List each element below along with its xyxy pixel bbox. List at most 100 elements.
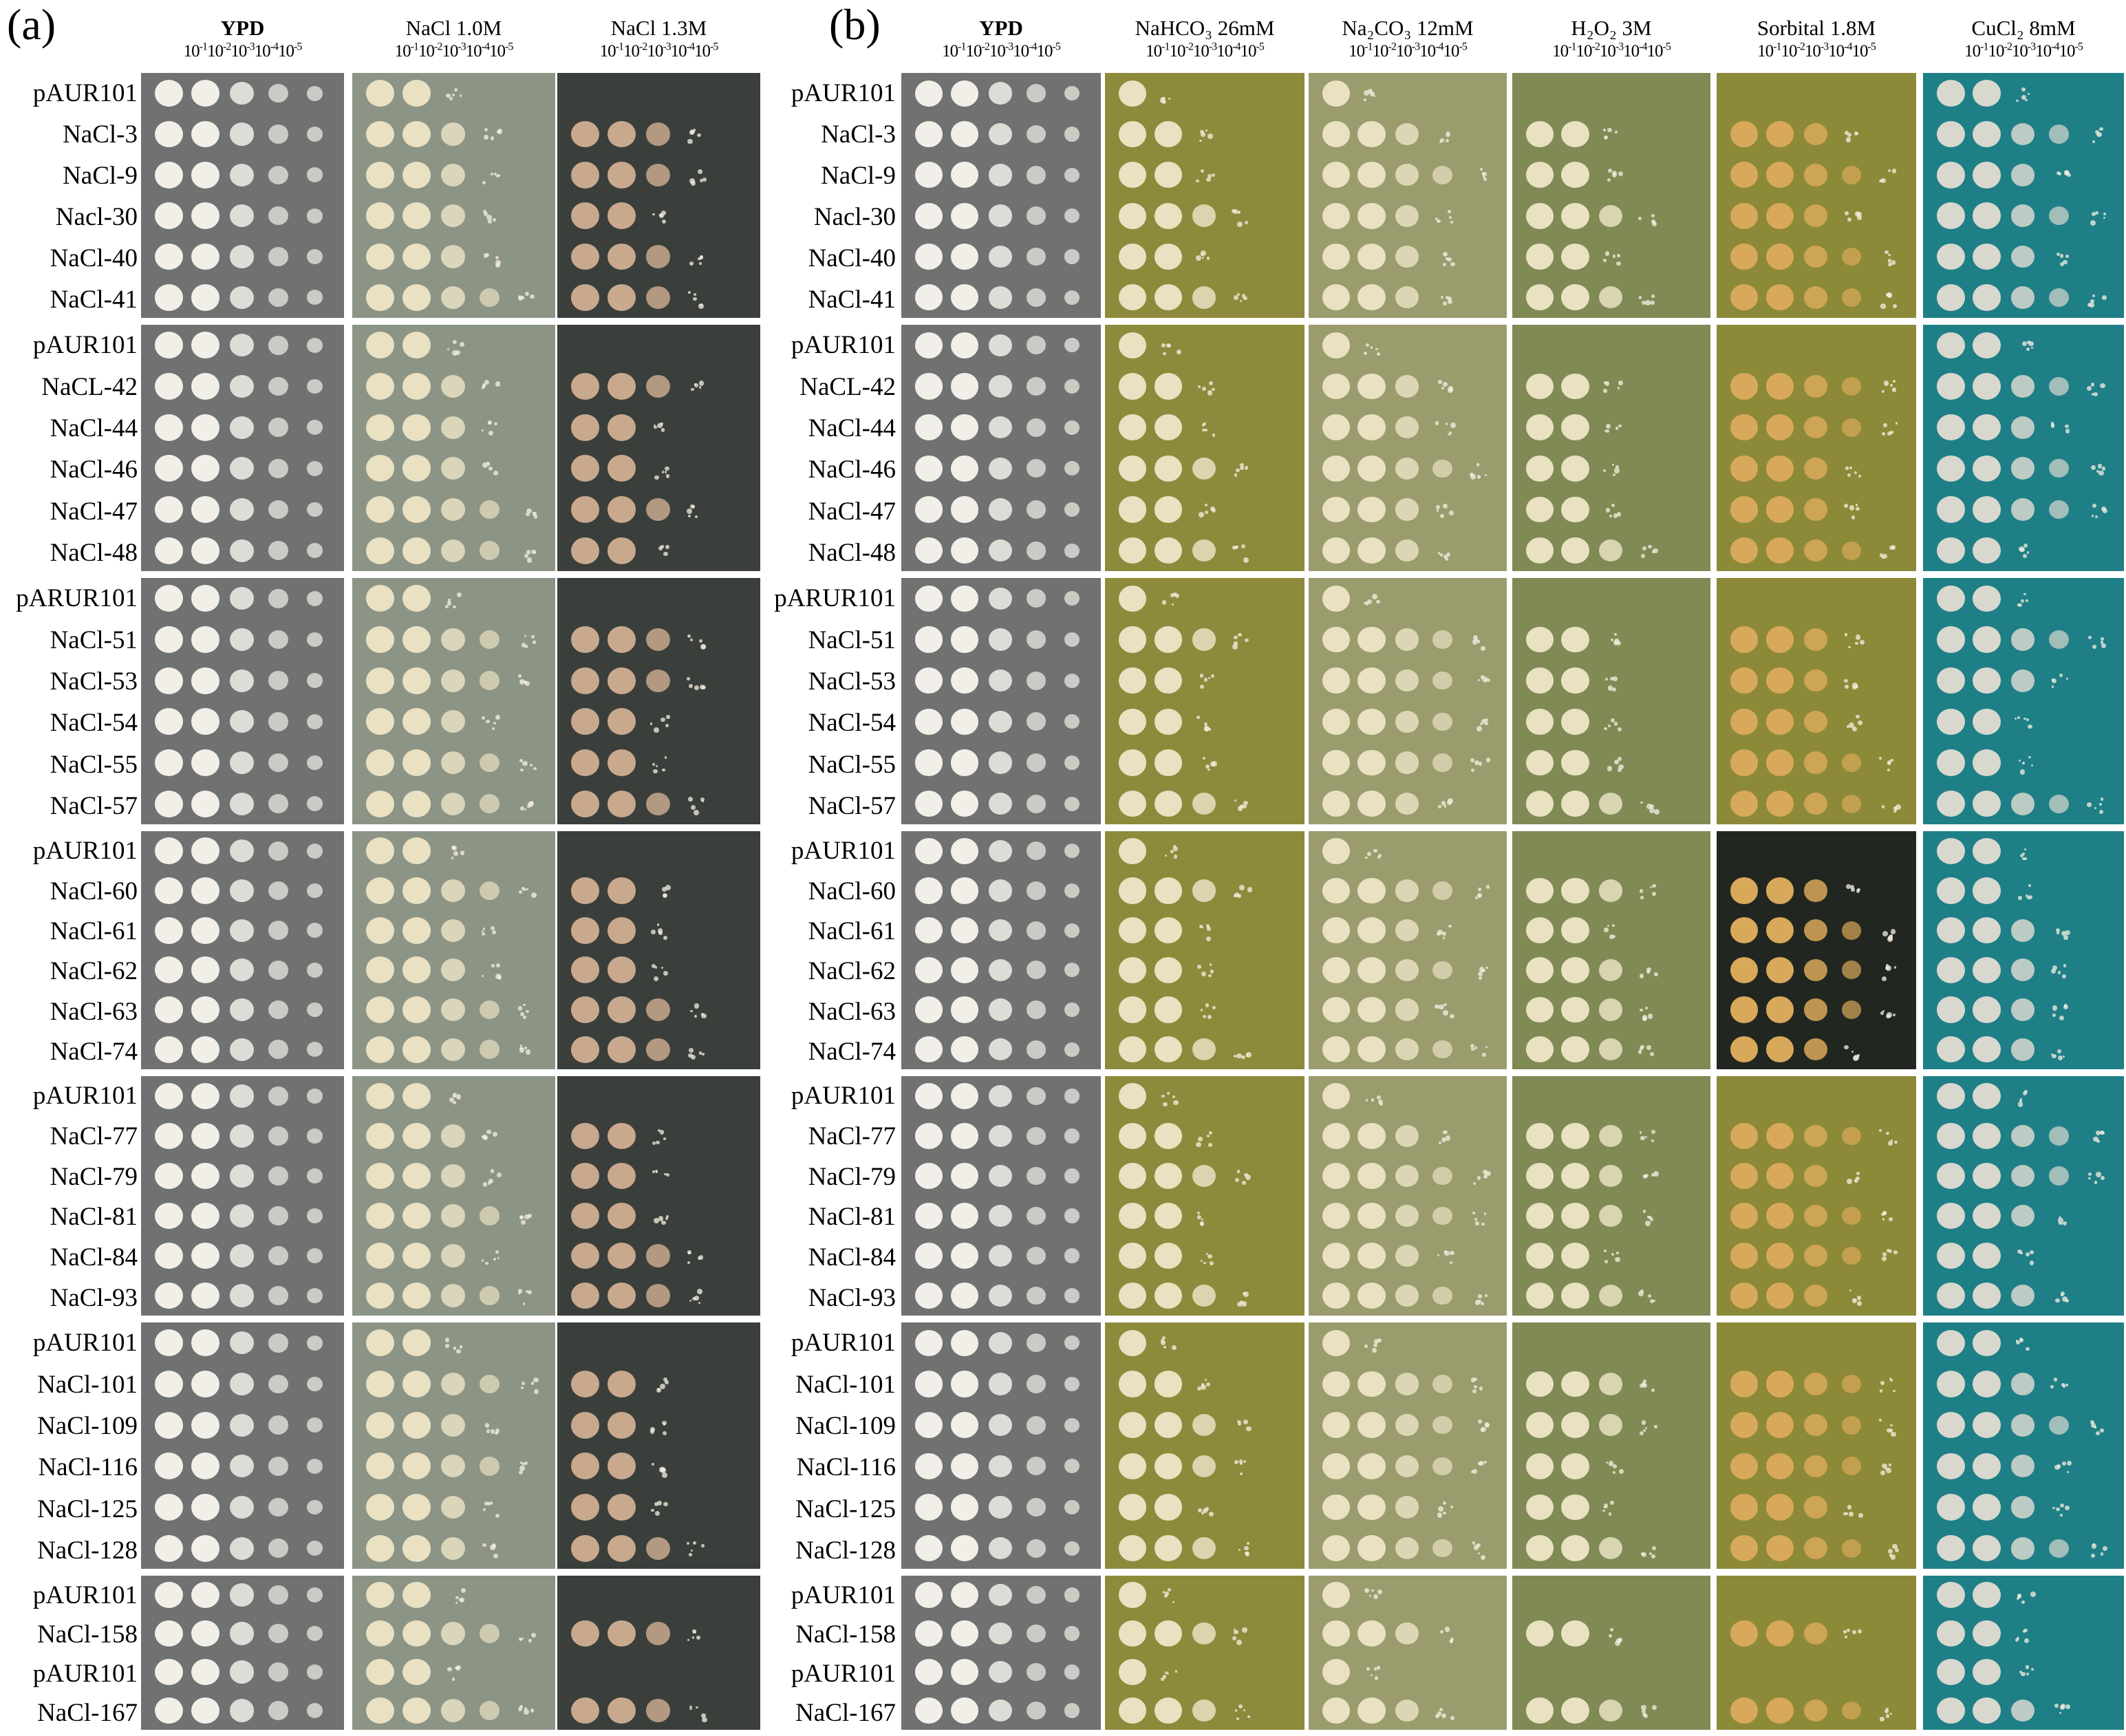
colony-speckle [1844, 1044, 1849, 1049]
colony-speckle [1651, 294, 1655, 299]
colony-speckle [1196, 180, 1199, 183]
colony-spot [306, 127, 323, 142]
colony-spot [1322, 791, 1350, 817]
colony-spot [1936, 1534, 1965, 1562]
colony-speckle [1646, 967, 1652, 972]
colony-spot [402, 585, 431, 612]
colony-spot [365, 708, 395, 736]
colony-speckle [1372, 594, 1378, 600]
colony-spot [1118, 626, 1147, 653]
colony-speckle [1481, 1052, 1487, 1058]
colony-spot [1395, 1038, 1419, 1061]
colony-speckle [1165, 854, 1168, 857]
colony-speckle [1649, 1552, 1653, 1556]
colony-speckle [1895, 1548, 1900, 1553]
colony-speckle [2026, 718, 2030, 721]
colony-spot [1803, 122, 1828, 146]
colony-spot [154, 1620, 184, 1647]
colony-spot [1064, 378, 1080, 394]
colony-spot [229, 245, 255, 268]
colony-spot [268, 1415, 289, 1435]
plate-b-h2o2 [1512, 831, 1710, 1069]
colony-speckle [518, 890, 523, 894]
colony-spot [191, 1162, 220, 1190]
colony-spot [1973, 1082, 2001, 1110]
colony-spot [1525, 284, 1554, 311]
colony-spot [440, 497, 466, 522]
colony-spot [1730, 626, 1759, 653]
dilution-base: 10 [207, 42, 224, 61]
colony-speckle [693, 129, 696, 131]
colony-speckle [453, 1095, 455, 1097]
colony-speckle [1641, 1704, 1646, 1711]
colony-spot [306, 714, 323, 729]
colony-speckle [1481, 676, 1488, 683]
colony-spot [154, 332, 184, 359]
colony-spot [479, 1000, 500, 1020]
colony-speckle [2064, 170, 2070, 175]
colony-spot [1357, 708, 1386, 735]
colony-speckle [2015, 1340, 2020, 1344]
colony-speckle [1645, 300, 1651, 306]
colony-speckle [1479, 1386, 1483, 1391]
colony-speckle [652, 1463, 655, 1466]
colony-spot [306, 1128, 323, 1144]
dilution-exponent: -5 [1867, 41, 1876, 53]
colony-spot [1973, 1202, 2001, 1230]
colony-speckle [690, 504, 695, 509]
colony-spot [645, 497, 671, 522]
colony-spot [2010, 998, 2035, 1021]
colony-speckle [1211, 674, 1214, 678]
colony-speckle [1642, 1429, 1646, 1432]
colony-spot [229, 1372, 255, 1396]
colony-spot [191, 1371, 220, 1397]
colony-speckle [1485, 1423, 1490, 1428]
colony-speckle [690, 805, 696, 811]
colony-speckle [1203, 722, 1207, 727]
plate-a-nacl_1_0 [352, 1322, 555, 1569]
colony-spot [1803, 1699, 1828, 1722]
colony-spot [1322, 1697, 1350, 1724]
colony-spot [402, 626, 431, 653]
colony-speckle [2023, 553, 2028, 559]
colony-speckle [652, 1141, 656, 1146]
colony-speckle [1205, 504, 1208, 507]
colony-speckle [525, 681, 530, 686]
colony-spot [2010, 286, 2035, 309]
colony-speckle [1612, 1471, 1615, 1475]
colony-speckle [460, 850, 465, 855]
colony-spot [191, 1036, 220, 1063]
dilution-base: 10 [2059, 42, 2075, 61]
colony-spot [1154, 537, 1183, 564]
colony-spot [988, 628, 1013, 651]
colony-speckle [1445, 557, 1449, 561]
dilution-exponent: -2 [1185, 41, 1194, 53]
colony-spot [1561, 496, 1589, 523]
colony-speckle [1651, 1139, 1655, 1142]
colony-spot [1765, 996, 1794, 1023]
colony-spot [191, 917, 220, 944]
colony-speckle [1173, 1100, 1179, 1106]
colony-speckle [1245, 1551, 1249, 1556]
plate-b-ypd [901, 73, 1101, 318]
colony-speckle [1607, 127, 1612, 133]
colony-speckle [2020, 599, 2024, 603]
colony-spot [1192, 1699, 1216, 1722]
colony-speckle [1446, 552, 1451, 557]
colony-spot [268, 1497, 289, 1517]
colony-speckle [526, 512, 530, 516]
dilution-series-label: 10-110-210-310-410-5 [1105, 41, 1304, 62]
colony-speckle [1438, 380, 1442, 385]
colony-speckle [1885, 965, 1889, 970]
colony-speckle [654, 475, 659, 480]
colony-spot [1561, 202, 1589, 229]
colony-speckle [520, 768, 524, 772]
plate-a-ypd [141, 831, 344, 1069]
colony-speckle [495, 1250, 499, 1254]
colony-spot [1841, 1415, 1862, 1435]
colony-speckle [481, 932, 485, 936]
dilution-exponent: -1 [958, 41, 966, 53]
colony-spot [268, 961, 289, 980]
colony-speckle [1208, 1142, 1213, 1147]
colony-spot [914, 1620, 943, 1647]
